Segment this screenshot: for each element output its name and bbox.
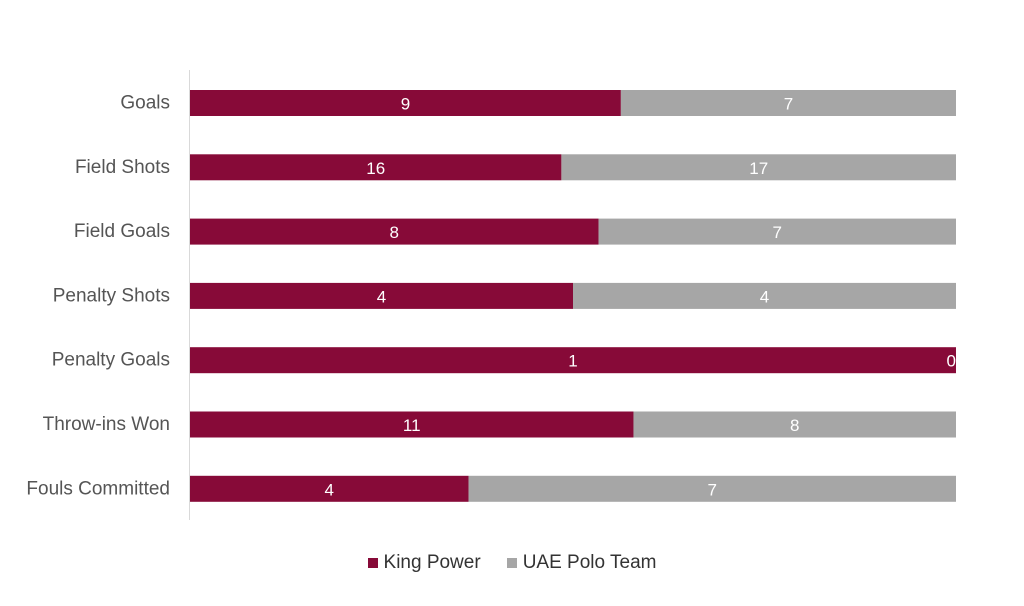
- category-label-fouls-committed: Fouls Committed: [26, 478, 170, 499]
- bar-king-power-field-goals: [190, 218, 599, 245]
- bar-king-power-fouls-committed: [190, 475, 469, 502]
- stacked-bar-chart: Goals Field Shots Field Goals Penalty Shots…: [26, 70, 956, 520]
- data-label-uae-polo-team-goals: 7: [784, 95, 793, 114]
- category-label-throw-ins-won: Throw-ins Won: [43, 414, 170, 435]
- legend: King Power UAE Polo Team: [0, 552, 1024, 574]
- data-label-uae-polo-team-field-goals: 7: [773, 223, 782, 242]
- legend-swatch-king-power: [367, 558, 378, 568]
- data-label-king-power-throw-ins-won: 11: [403, 416, 421, 435]
- bar-king-power-throw-ins-won: [190, 411, 634, 438]
- bar-king-power-goals: [190, 90, 621, 116]
- data-label-uae-polo-team-penalty-shots: 4: [760, 287, 769, 306]
- bar-segments: [190, 90, 956, 502]
- data-label-uae-polo-team-penalty-goals: 0: [947, 352, 956, 371]
- category-label-penalty-goals: Penalty Goals: [52, 350, 170, 371]
- bar-uae-polo-team-field-goals: [598, 218, 956, 245]
- bar-king-power-penalty-goals: [190, 347, 956, 374]
- data-label-king-power-penalty-goals: 1: [568, 352, 577, 371]
- bar-king-power-penalty-shots: [190, 282, 573, 309]
- legend-swatch-uae-polo-team: [506, 558, 517, 568]
- bar-uae-polo-team-field-shots: [561, 154, 956, 181]
- data-label-king-power-penalty-shots: 4: [377, 287, 386, 306]
- legend-label-king-power: King Power: [383, 552, 481, 573]
- data-label-uae-polo-team-field-shots: 17: [749, 159, 768, 178]
- data-labels: 9 7 16 17 8 7 4 4 1 0 11 8 4 7: [325, 95, 956, 500]
- category-labels: Goals Field Shots Field Goals Penalty Shots…: [26, 93, 170, 500]
- legend-label-uae-polo-team: UAE Polo Team: [522, 552, 657, 573]
- data-label-king-power-fouls-committed: 4: [325, 480, 334, 499]
- data-label-king-power-field-goals: 8: [390, 223, 399, 242]
- data-label-uae-polo-team-fouls-committed: 7: [708, 480, 717, 499]
- legend-item-king-power: King Power: [367, 552, 481, 574]
- category-label-goals: Goals: [120, 93, 170, 114]
- bar-uae-polo-team-throw-ins-won: [633, 411, 956, 438]
- category-label-field-shots: Field Shots: [75, 157, 170, 178]
- bar-uae-polo-team-goals: [620, 90, 956, 116]
- category-label-penalty-shots: Penalty Shots: [53, 285, 170, 306]
- legend-item-uae-polo-team: UAE Polo Team: [506, 552, 657, 574]
- bar-uae-polo-team-penalty-shots: [573, 282, 956, 309]
- data-label-uae-polo-team-throw-ins-won: 8: [790, 416, 799, 435]
- category-label-field-goals: Field Goals: [74, 221, 170, 242]
- data-label-king-power-goals: 9: [401, 95, 410, 114]
- bar-king-power-field-shots: [190, 154, 562, 181]
- bar-uae-polo-team-fouls-committed: [468, 475, 956, 502]
- data-label-king-power-field-shots: 16: [366, 159, 385, 178]
